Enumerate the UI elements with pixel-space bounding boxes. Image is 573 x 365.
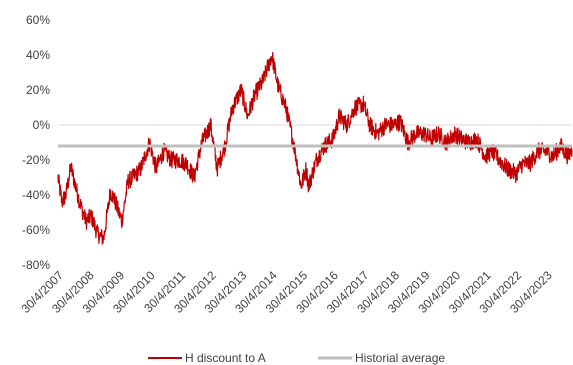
y-tick-label: 60%	[26, 13, 50, 27]
y-tick-label: -60%	[22, 223, 50, 237]
y-tick-label: 20%	[26, 83, 50, 97]
series-group	[57, 51, 573, 245]
y-tick-label: 40%	[26, 48, 50, 62]
legend-label-h-discount: H discount to A	[185, 351, 266, 365]
legend-label-historical-average: Historial average	[355, 351, 445, 365]
y-axis-ticks: 60% 40% 20% 0% -20% -40% -60% -80%	[22, 13, 50, 272]
y-tick-label: -40%	[22, 188, 50, 202]
legend: H discount to A Historial average	[148, 351, 445, 365]
series-line-h-discount	[57, 51, 573, 245]
y-tick-label: 0%	[33, 118, 51, 132]
y-tick-label: -20%	[22, 153, 50, 167]
x-axis-ticks: 30/4/200730/4/200830/4/200930/4/201030/4…	[18, 268, 554, 316]
y-tick-label: -80%	[22, 258, 50, 272]
